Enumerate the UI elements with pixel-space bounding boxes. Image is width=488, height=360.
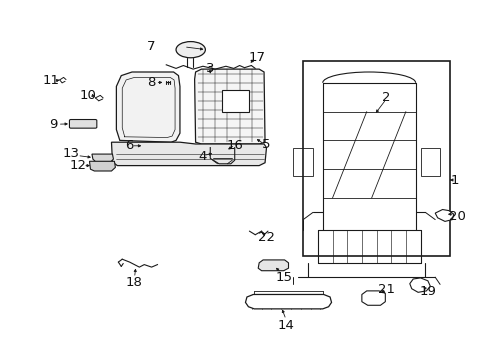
- Text: 12: 12: [70, 159, 86, 172]
- Text: 9: 9: [49, 118, 58, 131]
- Polygon shape: [258, 260, 288, 271]
- Text: 22: 22: [258, 231, 274, 244]
- Text: 1: 1: [449, 174, 458, 186]
- Text: 19: 19: [419, 285, 435, 298]
- Polygon shape: [194, 69, 264, 144]
- Text: 15: 15: [275, 271, 291, 284]
- Text: 2: 2: [381, 91, 390, 104]
- FancyBboxPatch shape: [69, 120, 97, 128]
- Text: 13: 13: [62, 147, 79, 159]
- Text: 17: 17: [248, 51, 264, 64]
- Text: 21: 21: [377, 283, 394, 296]
- Text: 20: 20: [448, 210, 465, 222]
- Polygon shape: [361, 291, 385, 305]
- Bar: [303, 61, 449, 256]
- Polygon shape: [111, 142, 266, 166]
- Text: 7: 7: [147, 40, 156, 53]
- Polygon shape: [245, 294, 331, 309]
- Text: 16: 16: [226, 139, 243, 152]
- Text: 14: 14: [277, 319, 294, 332]
- Text: 18: 18: [126, 276, 142, 289]
- Text: 4: 4: [198, 150, 207, 163]
- Bar: [222, 90, 249, 112]
- Text: 10: 10: [80, 89, 96, 102]
- Text: 6: 6: [125, 139, 134, 152]
- Polygon shape: [116, 72, 180, 142]
- Polygon shape: [89, 161, 115, 171]
- Ellipse shape: [176, 41, 205, 58]
- Text: 5: 5: [262, 138, 270, 150]
- Text: 8: 8: [147, 76, 156, 89]
- Polygon shape: [409, 278, 429, 292]
- Text: 3: 3: [205, 62, 214, 75]
- Polygon shape: [434, 210, 453, 221]
- Text: 11: 11: [43, 75, 60, 87]
- Polygon shape: [92, 154, 113, 162]
